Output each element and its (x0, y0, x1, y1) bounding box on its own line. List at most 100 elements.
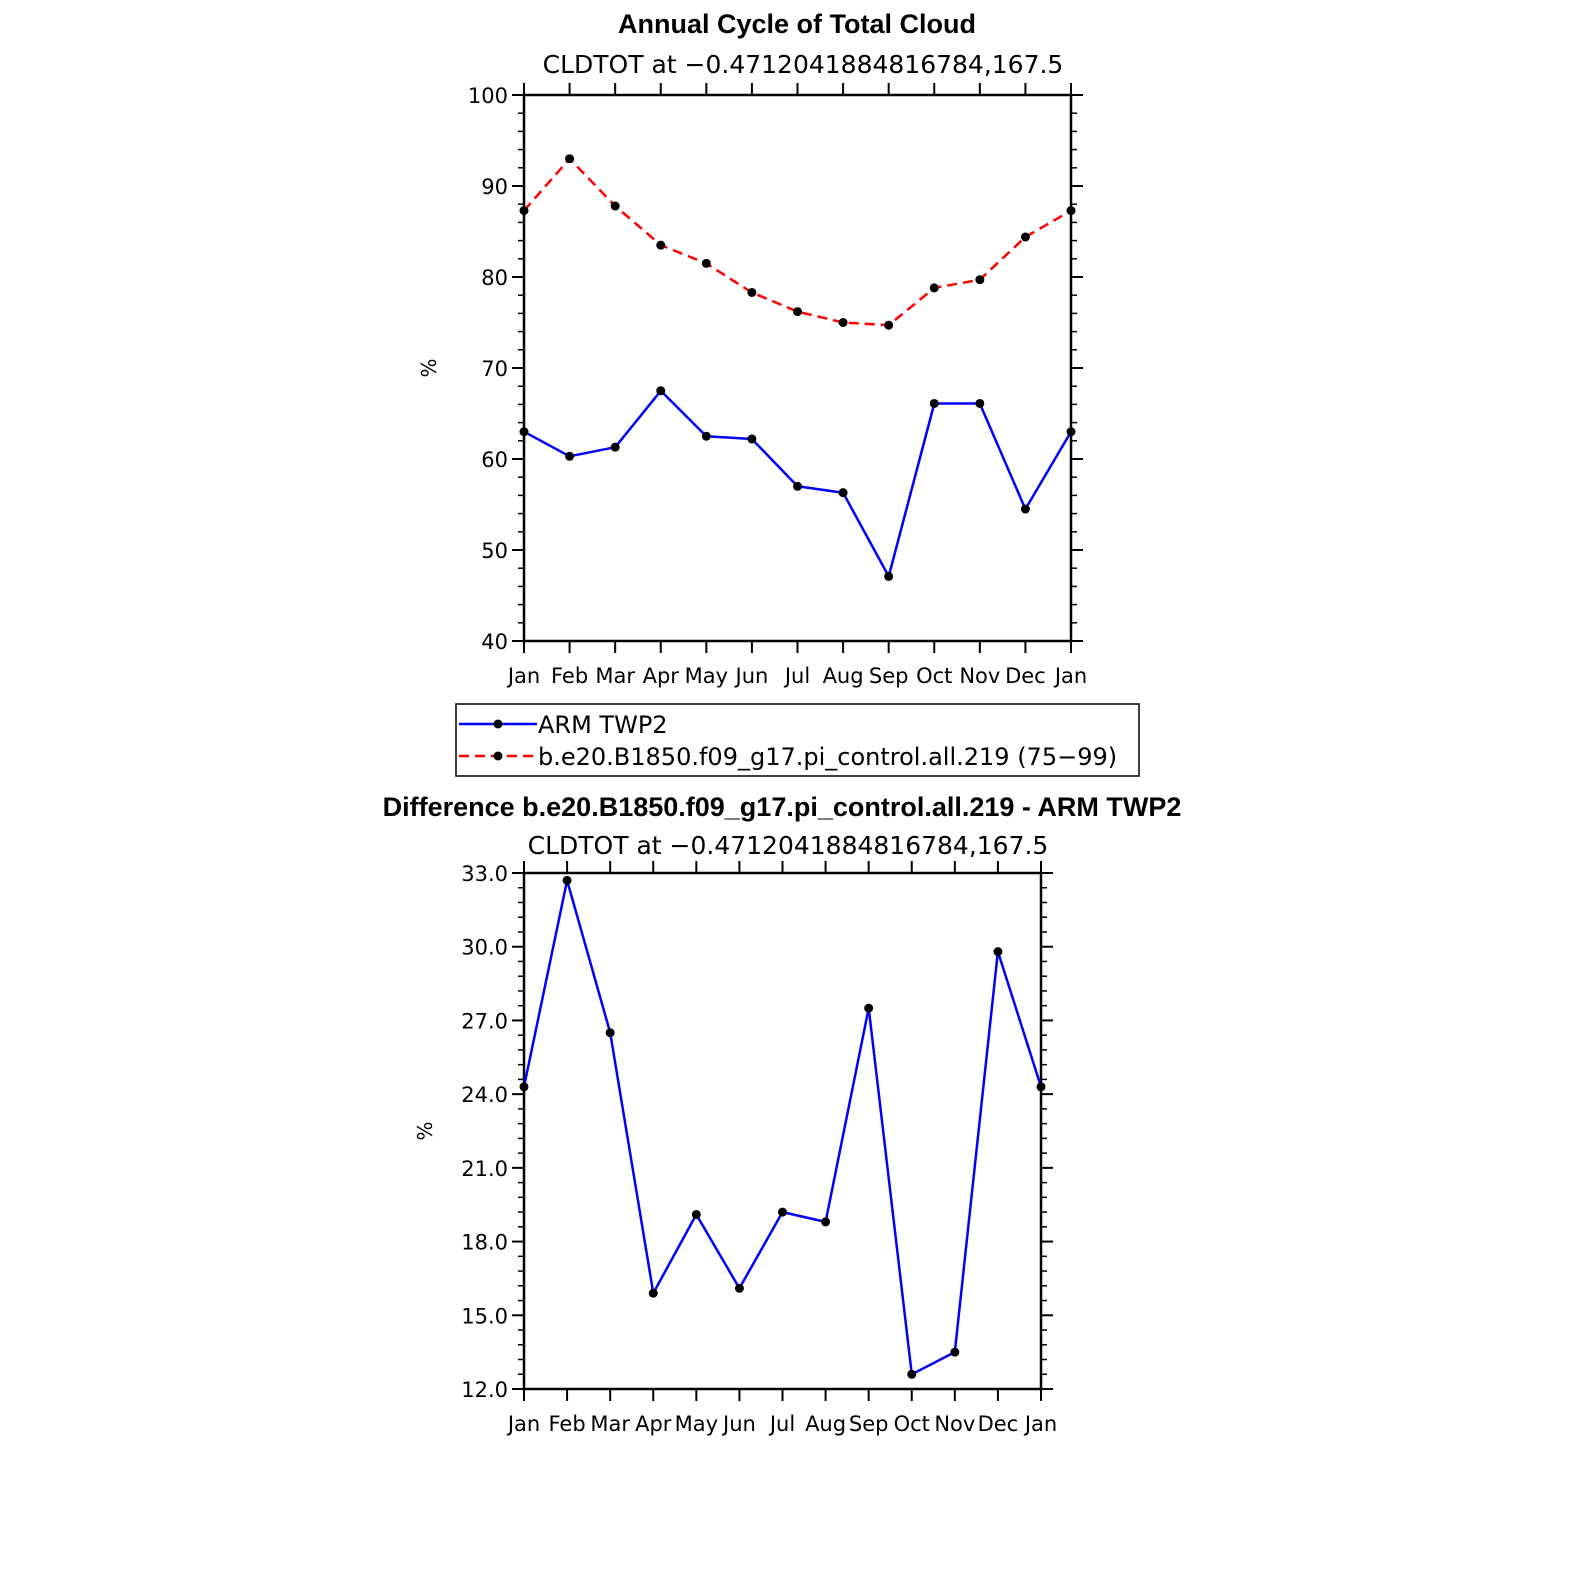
chart1-ytick-label: 50 (481, 539, 508, 563)
chart1-series-1-point (747, 287, 757, 297)
chart2-series-0-point (821, 1217, 831, 1227)
chart2-ytick-label: 15.0 (461, 1304, 508, 1328)
chart1-xtick-label: May (685, 664, 728, 688)
chart2-series-0-point (950, 1347, 960, 1357)
chart1-ytick-label: 70 (481, 357, 508, 381)
chart1-plot: 40 50 60 70 80 90 100 Jan Feb Mar Apr May Jun Jul Aug S… (468, 83, 1087, 688)
legend-label-model: b.e20.B1850.f09_g17.pi_control.all.219 (… (538, 743, 1117, 771)
chart1-series-0-point (884, 571, 894, 581)
chart1-series-0-point (1066, 427, 1076, 437)
chart2-ytick-label: 33.0 (461, 862, 508, 886)
chart1-xtick-label: Mar (595, 664, 635, 688)
chart2-ytick-label: 21.0 (461, 1157, 508, 1181)
chart1-xtick-label: Dec (1005, 664, 1046, 688)
chart1-series-0-point (975, 398, 985, 408)
chart2-series-0-point (605, 1028, 615, 1038)
chart2-xtick-label: Oct (894, 1412, 930, 1436)
chart2-series-0-point (1036, 1082, 1046, 1092)
chart2-xtick-label: Apr (635, 1412, 672, 1436)
chart2-xtick-label: Nov (934, 1412, 975, 1436)
chart2-xtick-label: Mar (590, 1412, 630, 1436)
chart2-frame (522, 871, 1043, 1391)
chart1-series-1-point (838, 318, 848, 327)
chart1-xtick-label: Aug (823, 664, 864, 688)
chart2-ytick-label: 18.0 (461, 1231, 508, 1255)
chart1-series-0-point (793, 481, 802, 491)
chart1-ytick-label: 40 (481, 630, 508, 654)
chart1-ylabel: % (417, 358, 441, 377)
chart1-series-1-point (793, 307, 802, 317)
chart2-ytick-label: 30.0 (461, 936, 508, 960)
chart1-ytick-label: 60 (481, 448, 508, 472)
chart1-ytick-label: 90 (481, 175, 508, 199)
chart2-xtick-label: Jul (768, 1412, 795, 1436)
chart2-xtick-label: Jan (1023, 1412, 1057, 1436)
legend-marker-arm (493, 719, 503, 729)
chart1-series-1-point (610, 201, 620, 211)
chart2-xtick-label: May (675, 1412, 718, 1436)
chart1-series-1-point (975, 275, 985, 285)
chart2-ytick-label: 27.0 (461, 1009, 508, 1033)
chart1-series-0-point (565, 451, 575, 461)
chart1-series-1-point (929, 283, 939, 293)
chart2-xtick-label: Jan (506, 1412, 540, 1436)
chart1-series-1-point (1066, 206, 1076, 216)
chart1-xtick-label: Jul (783, 664, 810, 688)
chart2-series-0-point (562, 875, 572, 885)
chart2-series-0-point (778, 1207, 787, 1217)
chart1-ytick-label: 80 (481, 266, 508, 290)
chart2-series-0-point (864, 1003, 874, 1013)
chart2-subtitle: CLDTOT at −0.4712041884816784,167.5 (528, 831, 1049, 860)
chart2-series-0-point (691, 1210, 701, 1220)
chart2-xtick-label: Dec (978, 1412, 1019, 1436)
chart1-xtick-label: Sep (869, 664, 909, 688)
chart1-xtick-label: Feb (551, 664, 588, 688)
chart1-series-1-point (884, 320, 894, 330)
chart1-series-1-point (656, 240, 666, 250)
chart1-series-0-point (1020, 504, 1030, 514)
chart1-xtick-label: Apr (643, 664, 680, 688)
chart1-series-0-point (747, 434, 757, 444)
chart2-xtick-label: Sep (849, 1412, 889, 1436)
chart2-series-0-point (734, 1283, 744, 1293)
chart2-ylabel: % (413, 1121, 437, 1140)
chart2-series-0-line (522, 879, 1043, 1376)
chart2-ytick-label: 12.0 (461, 1378, 508, 1402)
chart1-series-1-point (519, 206, 529, 216)
chart1-xtick-label: Jan (506, 664, 540, 688)
chart2-series-0-point (519, 1082, 529, 1092)
chart2-xtick-label: Aug (805, 1412, 846, 1436)
chart2-series-0-point (907, 1369, 917, 1379)
chart1-title: Annual Cycle of Total Cloud (618, 9, 976, 39)
chart1-series-1-point (1020, 232, 1030, 242)
chart1-series-0-point (701, 431, 711, 441)
legend-label-arm: ARM TWP2 (538, 711, 668, 739)
chart1-series-0-point (656, 386, 666, 396)
chart1-series-1-point (565, 154, 575, 164)
chart1-xtick-label: Nov (959, 664, 1000, 688)
chart1-series-0-point (929, 398, 939, 408)
chart2-xtick-label: Jun (721, 1412, 756, 1436)
chart1-ytick-label: 100 (468, 84, 508, 108)
chart1-xtick-label: Oct (916, 664, 952, 688)
chart1-xtick-label: Jun (734, 664, 769, 688)
chart1-series-0-point (519, 427, 529, 437)
chart2-xtick-label: Feb (548, 1412, 585, 1436)
legend-marker-model (493, 751, 503, 761)
chart1-frame (522, 93, 1073, 643)
chart2-ytick-label: 24.0 (461, 1083, 508, 1107)
chart1-series-1-point (701, 258, 711, 268)
chart1-subtitle: CLDTOT at −0.4712041884816784,167.5 (543, 50, 1064, 79)
chart1-legend: ARM TWP2 b.e20.B1850.f09_g17.pi_control.… (455, 703, 1140, 777)
legend-box (455, 703, 1140, 777)
chart1-xtick-label: Jan (1053, 664, 1087, 688)
chart2-title: Difference b.e20.B1850.f09_g17.pi_contro… (383, 792, 1182, 822)
chart1-series-0-point (838, 488, 848, 498)
chart2-series-0-point (993, 947, 1003, 957)
chart1-series-0-point (610, 442, 620, 452)
chart2-series-0-point (648, 1288, 658, 1298)
chart1-series-1-line (523, 157, 1072, 327)
